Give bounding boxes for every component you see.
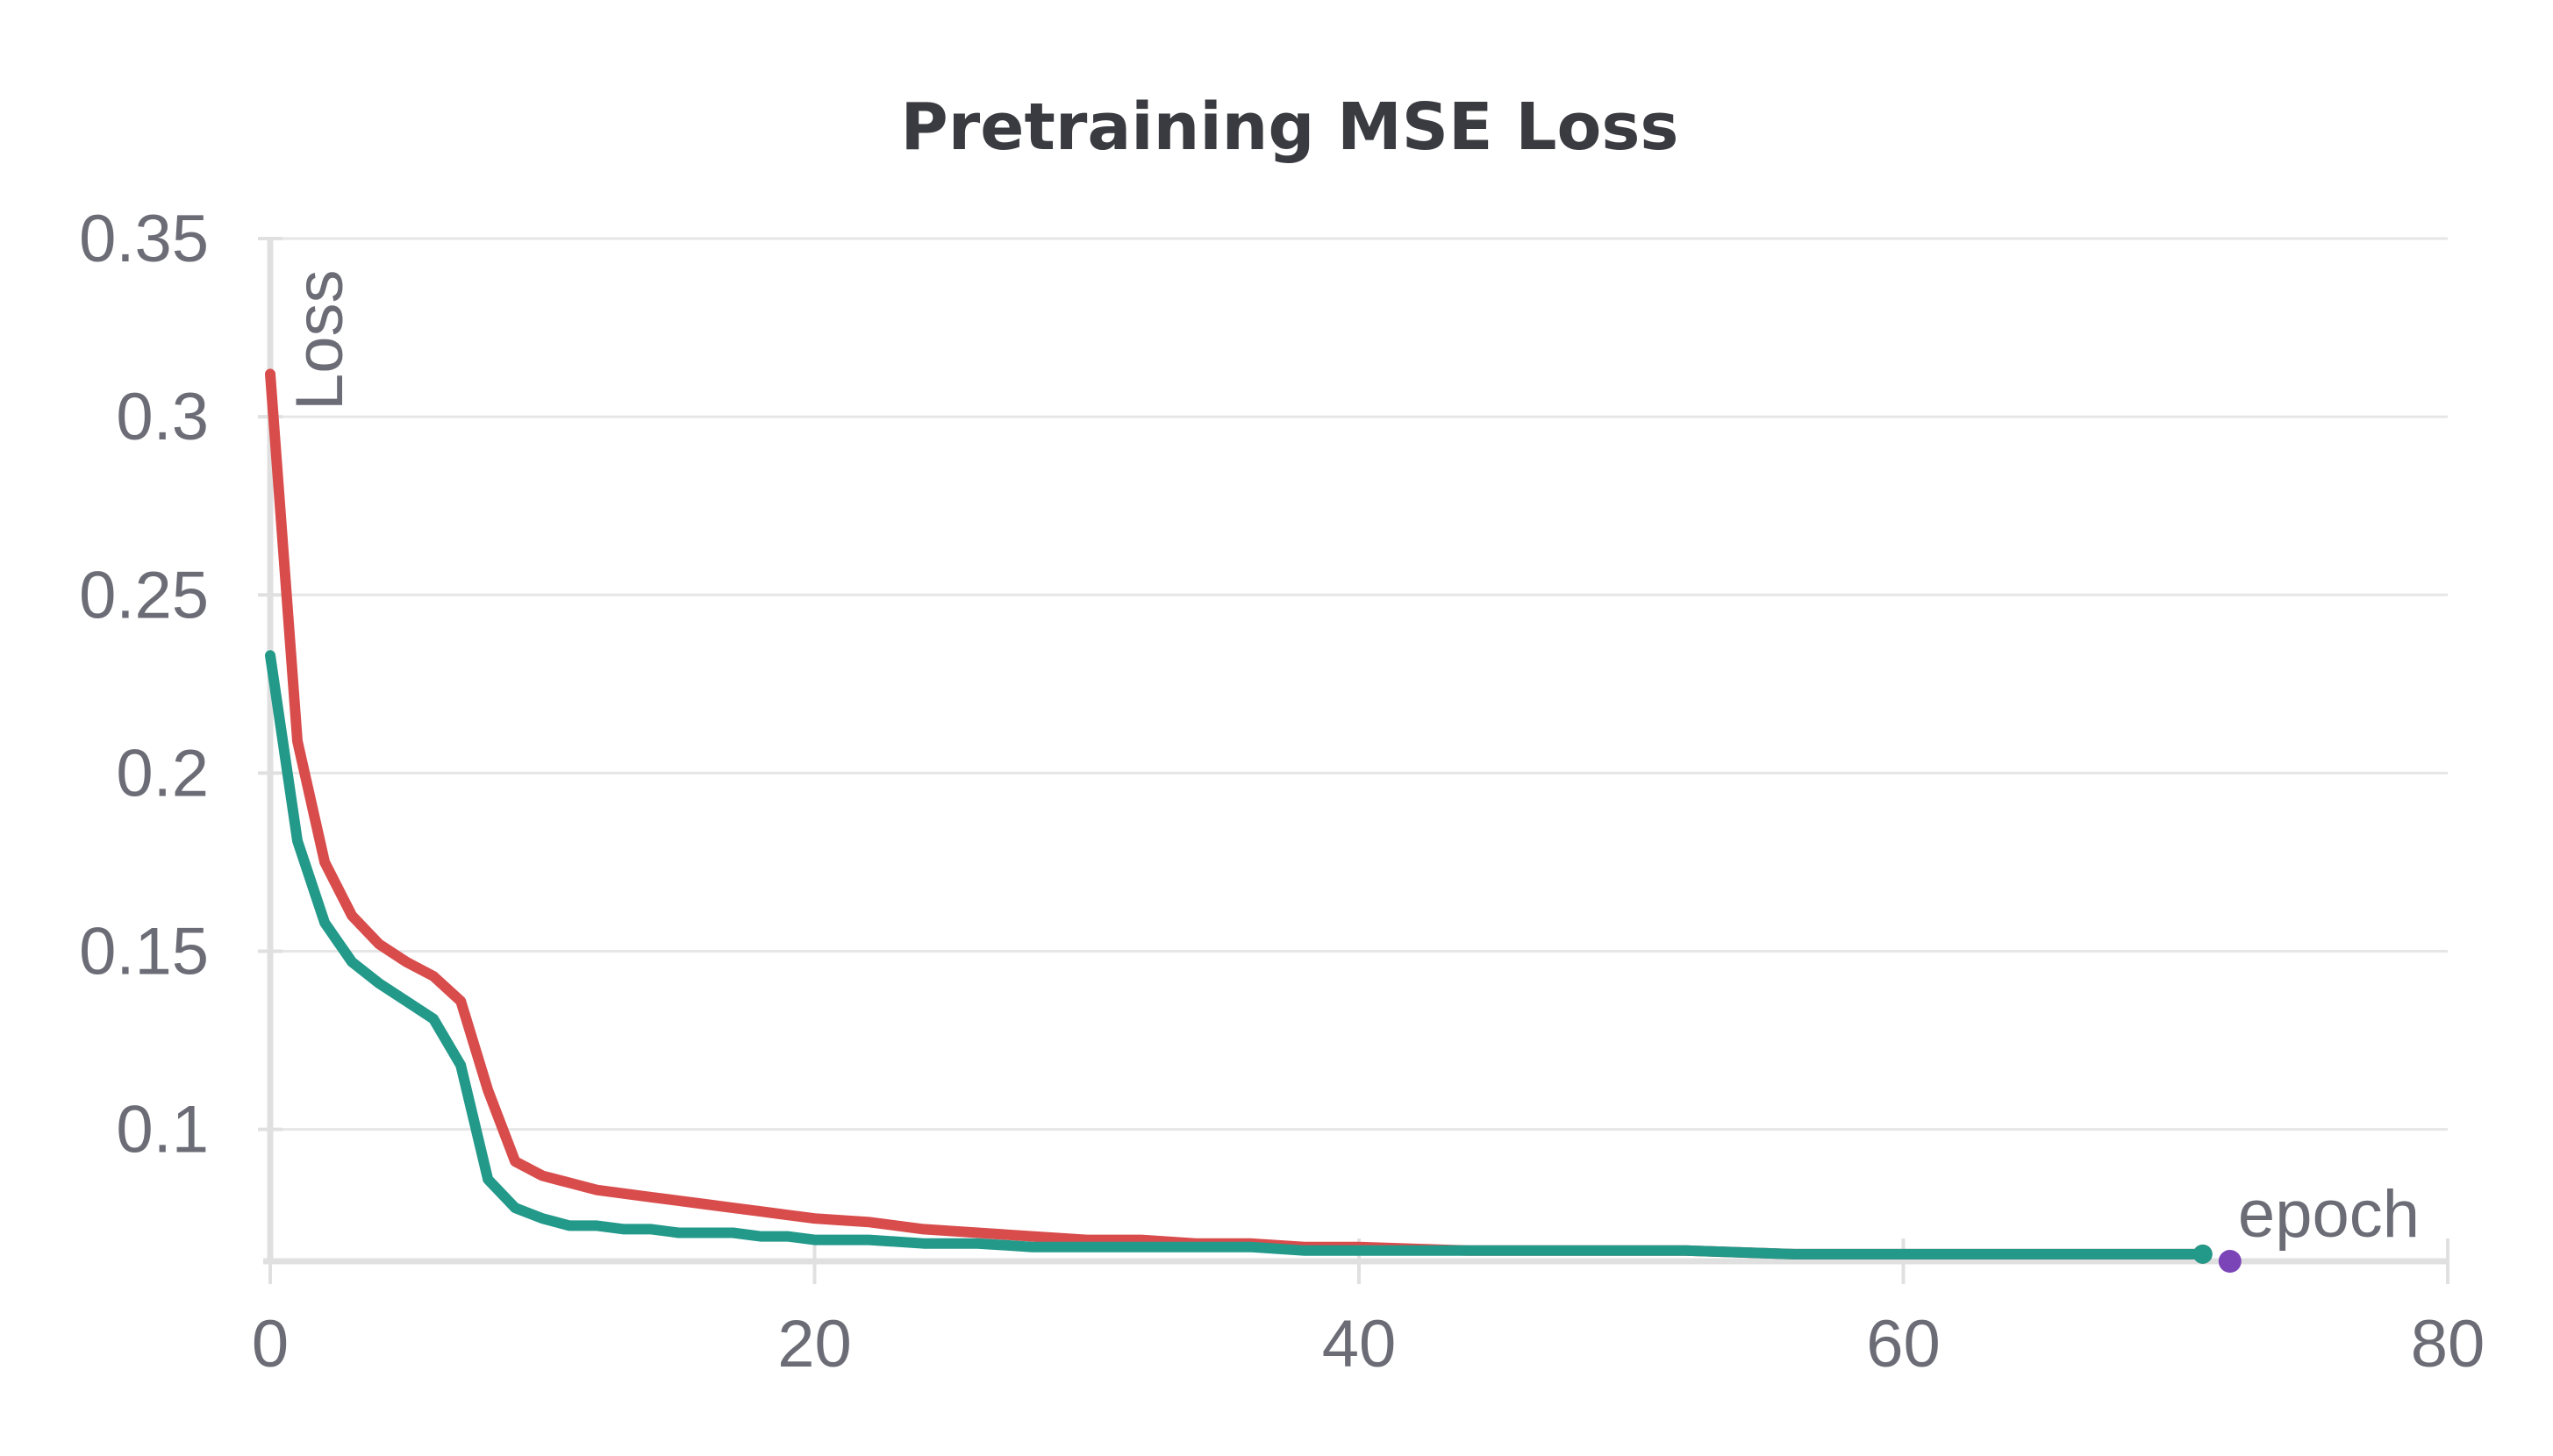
gridlines: [258, 237, 2449, 1284]
x-tick-label: 60: [1866, 1307, 1941, 1381]
series-line-1: [265, 368, 2208, 1260]
series-line-2: [265, 650, 2208, 1260]
x-tick-label: 80: [2411, 1307, 2485, 1381]
y-tick-label: 0.2: [116, 736, 209, 810]
y-tick-label: 0.35: [79, 202, 209, 276]
y-tick-label: 0.25: [79, 558, 209, 632]
y-tick-label: 0.1: [116, 1093, 209, 1167]
x-tick-label: 0: [252, 1307, 289, 1381]
chart-title: Pretraining MSE Loss: [901, 89, 1679, 165]
y-tick-label: 0.3: [116, 380, 209, 454]
series-end-point-2: [2192, 1244, 2213, 1264]
x-tick-label: 20: [777, 1307, 852, 1381]
y-axis-label: Loss: [282, 269, 357, 410]
y-tick-labels: 0.1 0.15 0.2 0.25 0.3 0.35: [79, 202, 209, 1167]
x-axis-label: epoch: [2238, 1177, 2420, 1252]
epoch-marker-point: [2218, 1250, 2242, 1273]
x-tick-labels: 0 20 40 60 80: [252, 1307, 2485, 1381]
series-lines: [265, 368, 2242, 1273]
x-tick-label: 40: [1322, 1307, 1397, 1381]
y-tick-label: 0.15: [79, 915, 209, 989]
